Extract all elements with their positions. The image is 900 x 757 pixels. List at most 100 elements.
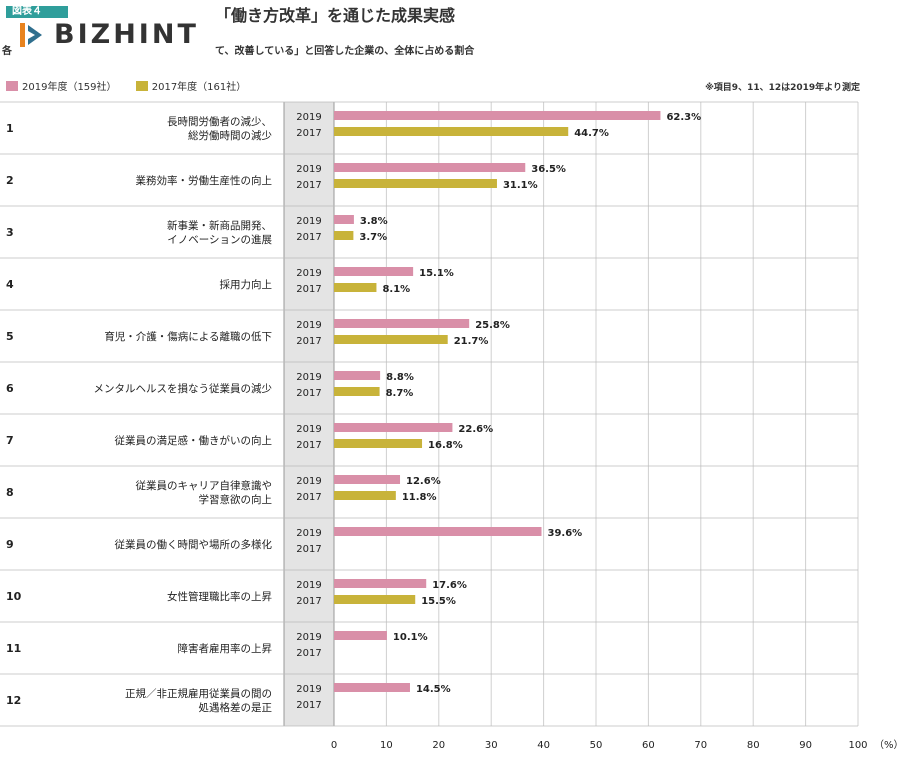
chart-title: 「働き方改革」を通じた成果実感 — [215, 6, 456, 25]
bar-2017 — [334, 231, 354, 240]
bar-2017 — [334, 283, 377, 292]
x-tick-label: 90 — [799, 740, 812, 751]
x-tick-label: 20 — [432, 740, 445, 751]
data-label: 39.6% — [548, 528, 583, 539]
bar-2019 — [334, 163, 526, 172]
category-label: 正規／非正規雇用従業員の間の — [125, 687, 272, 700]
subtitle-prefix: 各 — [2, 46, 12, 57]
bar-2019 — [334, 631, 387, 640]
category-label: 長時間労働者の減少、 — [167, 115, 272, 128]
category-number: 12 — [6, 694, 21, 707]
year-label: 2019 — [296, 164, 321, 175]
category-label: 障害者雇用率の上昇 — [178, 642, 273, 655]
bar-2019 — [334, 475, 401, 484]
x-tick-label: 100 — [848, 740, 867, 751]
bar-2019 — [334, 319, 470, 328]
year-label: 2017 — [296, 492, 321, 503]
category-number: 3 — [6, 226, 14, 239]
year-label: 2017 — [296, 336, 321, 347]
x-tick-label: 0 — [331, 740, 337, 751]
category-number: 2 — [6, 174, 14, 187]
x-tick-label: 60 — [642, 740, 655, 751]
bar-2017 — [334, 179, 497, 188]
category-label: 学習意欲の向上 — [199, 493, 273, 506]
bar-2017 — [334, 387, 380, 396]
category-label: 育児・介護・傷病による離職の低下 — [104, 330, 272, 343]
bizhint-logo: BIZHINT — [18, 18, 208, 54]
year-label: 2017 — [296, 232, 321, 243]
chart-subtitle: て、改善している」と回答した企業の、全体に占める割合 — [215, 46, 475, 57]
category-number: 11 — [6, 642, 21, 655]
category-number: 9 — [6, 538, 14, 551]
data-label: 3.7% — [359, 232, 387, 243]
category-number: 8 — [6, 486, 14, 499]
category-number: 10 — [6, 590, 22, 603]
data-label: 15.1% — [419, 268, 454, 279]
data-label: 25.8% — [475, 320, 510, 331]
year-label: 2019 — [296, 580, 321, 591]
year-label: 2017 — [296, 648, 321, 659]
data-label: 8.7% — [386, 388, 414, 399]
bar-2017 — [334, 127, 569, 136]
year-label: 2017 — [296, 388, 321, 399]
legend-label-2019: 2019年度（159社） — [22, 82, 117, 93]
year-label: 2017 — [296, 128, 321, 139]
logo-text: BIZHINT — [54, 19, 199, 50]
year-label: 2019 — [296, 684, 321, 695]
bar-2019 — [334, 215, 354, 224]
bar-2019 — [334, 527, 542, 536]
bar-2017 — [334, 439, 423, 448]
bar-2019 — [334, 267, 414, 276]
year-label: 2019 — [296, 632, 321, 643]
bar-2017 — [334, 491, 396, 500]
bar-2019 — [334, 683, 410, 692]
data-label: 22.6% — [458, 424, 493, 435]
year-label: 2019 — [296, 424, 321, 435]
bar-2019 — [334, 579, 427, 588]
bar-2019 — [334, 111, 661, 120]
logo-mark-icon — [20, 23, 42, 47]
category-label: イノベーションの進展 — [167, 234, 272, 246]
category-number: 1 — [6, 122, 14, 135]
bar-2019 — [334, 371, 381, 380]
x-tick-label: 70 — [694, 740, 707, 751]
data-label: 8.1% — [382, 284, 410, 295]
category-label: 従業員の働く時間や場所の多様化 — [115, 538, 273, 551]
year-label: 2017 — [296, 596, 321, 607]
year-label: 2019 — [296, 476, 321, 487]
data-label: 12.6% — [406, 476, 441, 487]
legend-swatch-2019 — [6, 81, 18, 91]
category-label: 処遇格差の是正 — [199, 701, 273, 714]
category-label: 新事業・新商品開発、 — [167, 219, 272, 232]
x-tick-label: 30 — [485, 740, 498, 751]
year-label: 2019 — [296, 528, 321, 539]
data-label: 16.8% — [428, 440, 463, 451]
category-number: 4 — [6, 278, 14, 291]
bar-2019 — [334, 423, 453, 432]
year-label: 2017 — [296, 180, 321, 191]
legend-item-2019: 2019年度（159社） — [6, 78, 117, 93]
category-label: 業務効率・労働生産性の向上 — [136, 174, 273, 187]
data-label: 21.7% — [454, 336, 489, 347]
category-number: 6 — [6, 382, 14, 395]
x-tick-label: 40 — [537, 740, 550, 751]
data-label: 31.1% — [503, 180, 538, 191]
x-tick-label: 50 — [590, 740, 603, 751]
chart-header: 図表４ BIZHINT 「働き方改革」を通じた成果実感 各 て、改善している」と… — [0, 0, 900, 100]
legend-label-2017: 2017年度（161社） — [151, 82, 247, 93]
year-label: 2017 — [296, 544, 321, 555]
year-label: 2017 — [296, 700, 321, 711]
x-tick-label: 80 — [747, 740, 760, 751]
measurement-note: ※項目9、11、12は2019年より測定 — [705, 83, 860, 93]
year-label: 2019 — [296, 372, 321, 383]
category-label: 従業員のキャリア自律意識や — [136, 479, 273, 492]
data-label: 14.5% — [416, 684, 451, 695]
bar-2017 — [334, 335, 448, 344]
data-label: 44.7% — [574, 128, 609, 139]
x-axis-unit: （%） — [874, 739, 900, 751]
data-label: 11.8% — [402, 492, 437, 503]
year-label: 2019 — [296, 112, 321, 123]
year-label: 2017 — [296, 284, 321, 295]
category-number: 7 — [6, 434, 14, 447]
